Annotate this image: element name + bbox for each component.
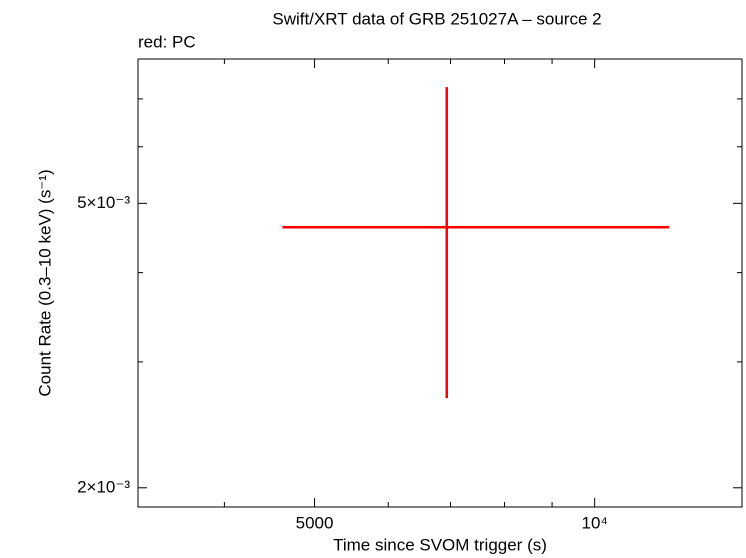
y-tick-label: 2×10⁻³ xyxy=(77,477,130,496)
annotation: red: PC xyxy=(138,32,196,51)
y-tick-label: 5×10⁻³ xyxy=(77,193,130,212)
y-axis-label: Count Rate (0.3–10 keV) (s⁻¹) xyxy=(35,169,54,396)
chart-title: Swift/XRT data of GRB 251027A – source 2 xyxy=(272,9,601,28)
plot-frame xyxy=(137,58,743,508)
x-axis-label: Time since SVOM trigger (s) xyxy=(333,535,547,554)
x-tick-label: 10⁴ xyxy=(582,513,608,532)
x-tick-label: 5000 xyxy=(296,513,334,532)
